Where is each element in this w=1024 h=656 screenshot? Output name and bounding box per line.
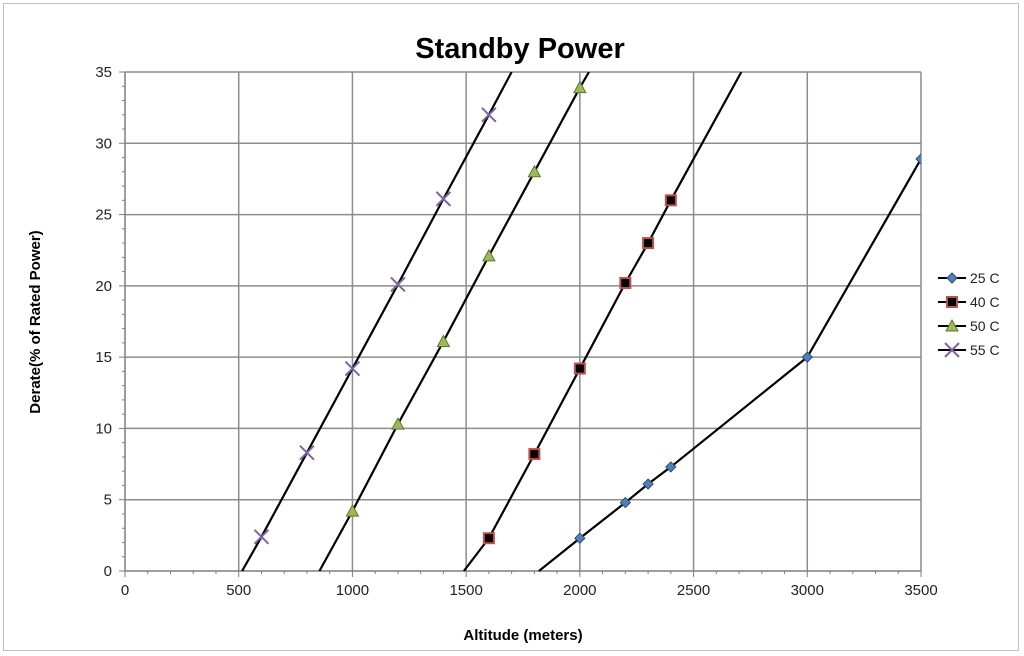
- x-marker-stroke: [344, 360, 361, 377]
- data-point: [573, 362, 586, 375]
- chart-frame: [3, 3, 1019, 651]
- data-point: [435, 191, 452, 207]
- data-point: [345, 504, 360, 517]
- y-tick-label: 10: [95, 420, 112, 437]
- data-point: [642, 237, 655, 250]
- data-point: [482, 248, 496, 262]
- data-point: [344, 360, 361, 377]
- x-marker-stroke: [253, 529, 270, 545]
- series-40-c: [462, 72, 743, 572]
- series-55-c: [241, 72, 513, 572]
- legend-marker: [944, 342, 960, 358]
- x-marker-stroke: [299, 444, 315, 461]
- series-line: [538, 158, 921, 572]
- data-point: [482, 532, 495, 545]
- y-tick-label: 30: [95, 135, 112, 152]
- x-tick-label: 3000: [791, 582, 824, 599]
- data-point: [573, 80, 587, 94]
- x-tick-label: 2500: [677, 582, 710, 599]
- series-line: [462, 72, 743, 572]
- data-point: [664, 194, 677, 207]
- legend-marker: [945, 318, 959, 332]
- data-point: [527, 164, 542, 178]
- data-point: [253, 529, 270, 545]
- data-point: [436, 334, 451, 347]
- data-point: [642, 478, 654, 490]
- data-point: [481, 107, 497, 123]
- legend-entry: 55 C: [938, 342, 1000, 358]
- y-tick-label: 15: [95, 349, 112, 366]
- x-tick-label: 0: [121, 582, 129, 599]
- series-layer: [241, 72, 921, 572]
- x-tick-label: 2000: [563, 582, 596, 599]
- series-line: [318, 72, 590, 572]
- data-point: [391, 417, 405, 430]
- x-marker-stroke: [944, 342, 960, 358]
- series-line: [241, 72, 513, 572]
- x-tick-label: 500: [226, 582, 251, 599]
- data-point: [299, 444, 315, 461]
- y-axis-label: Derate(% of Rated Power): [27, 230, 44, 413]
- grid: [125, 71, 922, 571]
- data-point: [528, 448, 541, 461]
- data-point: [915, 153, 921, 165]
- data-point: [619, 496, 632, 509]
- chart-title: Standby Power: [415, 33, 625, 65]
- x-marker-stroke: [390, 276, 406, 293]
- y-tick-label: 25: [95, 207, 112, 224]
- legend-label: 25 C: [970, 270, 1000, 286]
- x-marker-stroke: [481, 107, 497, 123]
- legend-marker: [946, 272, 958, 284]
- y-tick-label: 35: [95, 64, 112, 81]
- x-tick-label: 1500: [449, 582, 482, 599]
- series-50-c: [318, 72, 590, 572]
- x-axis-label: Altitude (meters): [463, 627, 582, 644]
- data-point: [801, 351, 813, 363]
- axes: 0 5 10 15 20 25 30 35 0 500 1000 1500 2000 2500 3000 35…: [95, 64, 937, 599]
- data-point: [665, 461, 677, 473]
- legend: 25 C 40 C 50 C 55 C: [938, 270, 1000, 358]
- legend-marker: [946, 296, 958, 308]
- legend-entry: 40 C: [938, 294, 1000, 310]
- data-point: [574, 532, 586, 544]
- series-25-c: [538, 153, 921, 572]
- legend-entry: 25 C: [938, 270, 1000, 286]
- y-tick-label: 5: [104, 492, 112, 509]
- y-tick-label: 0: [104, 563, 112, 580]
- legend-label: 40 C: [970, 294, 1000, 310]
- data-point: [619, 277, 632, 290]
- x-tick-label: 3500: [904, 582, 937, 599]
- x-tick-label: 1000: [336, 582, 369, 599]
- legend-entry: 50 C: [938, 318, 1000, 334]
- legend-label: 50 C: [970, 318, 1000, 334]
- y-tick-label: 20: [95, 278, 112, 295]
- legend-label: 55 C: [970, 342, 1000, 358]
- x-marker-stroke: [435, 191, 452, 207]
- data-point: [390, 276, 406, 293]
